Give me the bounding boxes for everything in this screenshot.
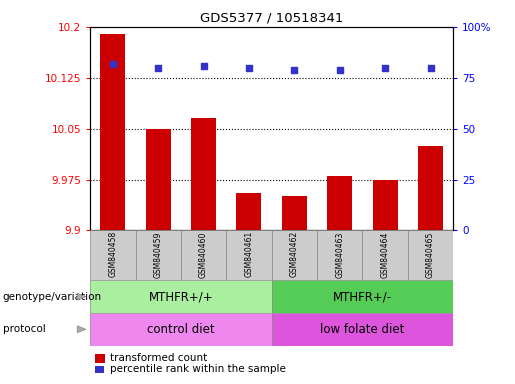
Bar: [181, 230, 226, 280]
Text: low folate diet: low folate diet: [320, 323, 405, 336]
Bar: [90, 313, 272, 346]
Bar: [373, 179, 398, 230]
Text: protocol: protocol: [3, 324, 45, 334]
Bar: [100, 34, 125, 230]
Bar: [272, 280, 453, 313]
Title: GDS5377 / 10518341: GDS5377 / 10518341: [200, 11, 344, 24]
Bar: [327, 176, 352, 230]
Text: GSM840465: GSM840465: [426, 231, 435, 278]
Bar: [282, 197, 307, 230]
Text: GSM840458: GSM840458: [108, 231, 117, 278]
Bar: [226, 230, 272, 280]
Bar: [90, 280, 272, 313]
Bar: [146, 129, 170, 230]
Point: [290, 66, 299, 73]
Text: genotype/variation: genotype/variation: [3, 291, 101, 302]
Text: transformed count: transformed count: [110, 353, 207, 363]
Text: percentile rank within the sample: percentile rank within the sample: [110, 364, 286, 374]
Text: GSM840462: GSM840462: [290, 231, 299, 278]
Bar: [317, 230, 363, 280]
Bar: [236, 193, 262, 230]
Text: GSM840464: GSM840464: [381, 231, 390, 278]
Point: [154, 65, 162, 71]
Text: MTHFR+/+: MTHFR+/+: [149, 290, 213, 303]
Bar: [272, 313, 453, 346]
Text: GSM840459: GSM840459: [153, 231, 163, 278]
Text: control diet: control diet: [147, 323, 215, 336]
Point: [199, 63, 208, 69]
Bar: [408, 230, 453, 280]
Bar: [191, 118, 216, 230]
Text: GSM840461: GSM840461: [245, 231, 253, 278]
Point: [109, 60, 117, 66]
Point: [245, 65, 253, 71]
Bar: [418, 146, 443, 230]
Bar: [135, 230, 181, 280]
Bar: [272, 230, 317, 280]
Point: [336, 66, 344, 73]
Text: MTHFR+/-: MTHFR+/-: [333, 290, 392, 303]
Point: [426, 65, 435, 71]
Bar: [90, 230, 135, 280]
Point: [381, 65, 389, 71]
Text: GSM840460: GSM840460: [199, 231, 208, 278]
Text: GSM840463: GSM840463: [335, 231, 344, 278]
Bar: [363, 230, 408, 280]
